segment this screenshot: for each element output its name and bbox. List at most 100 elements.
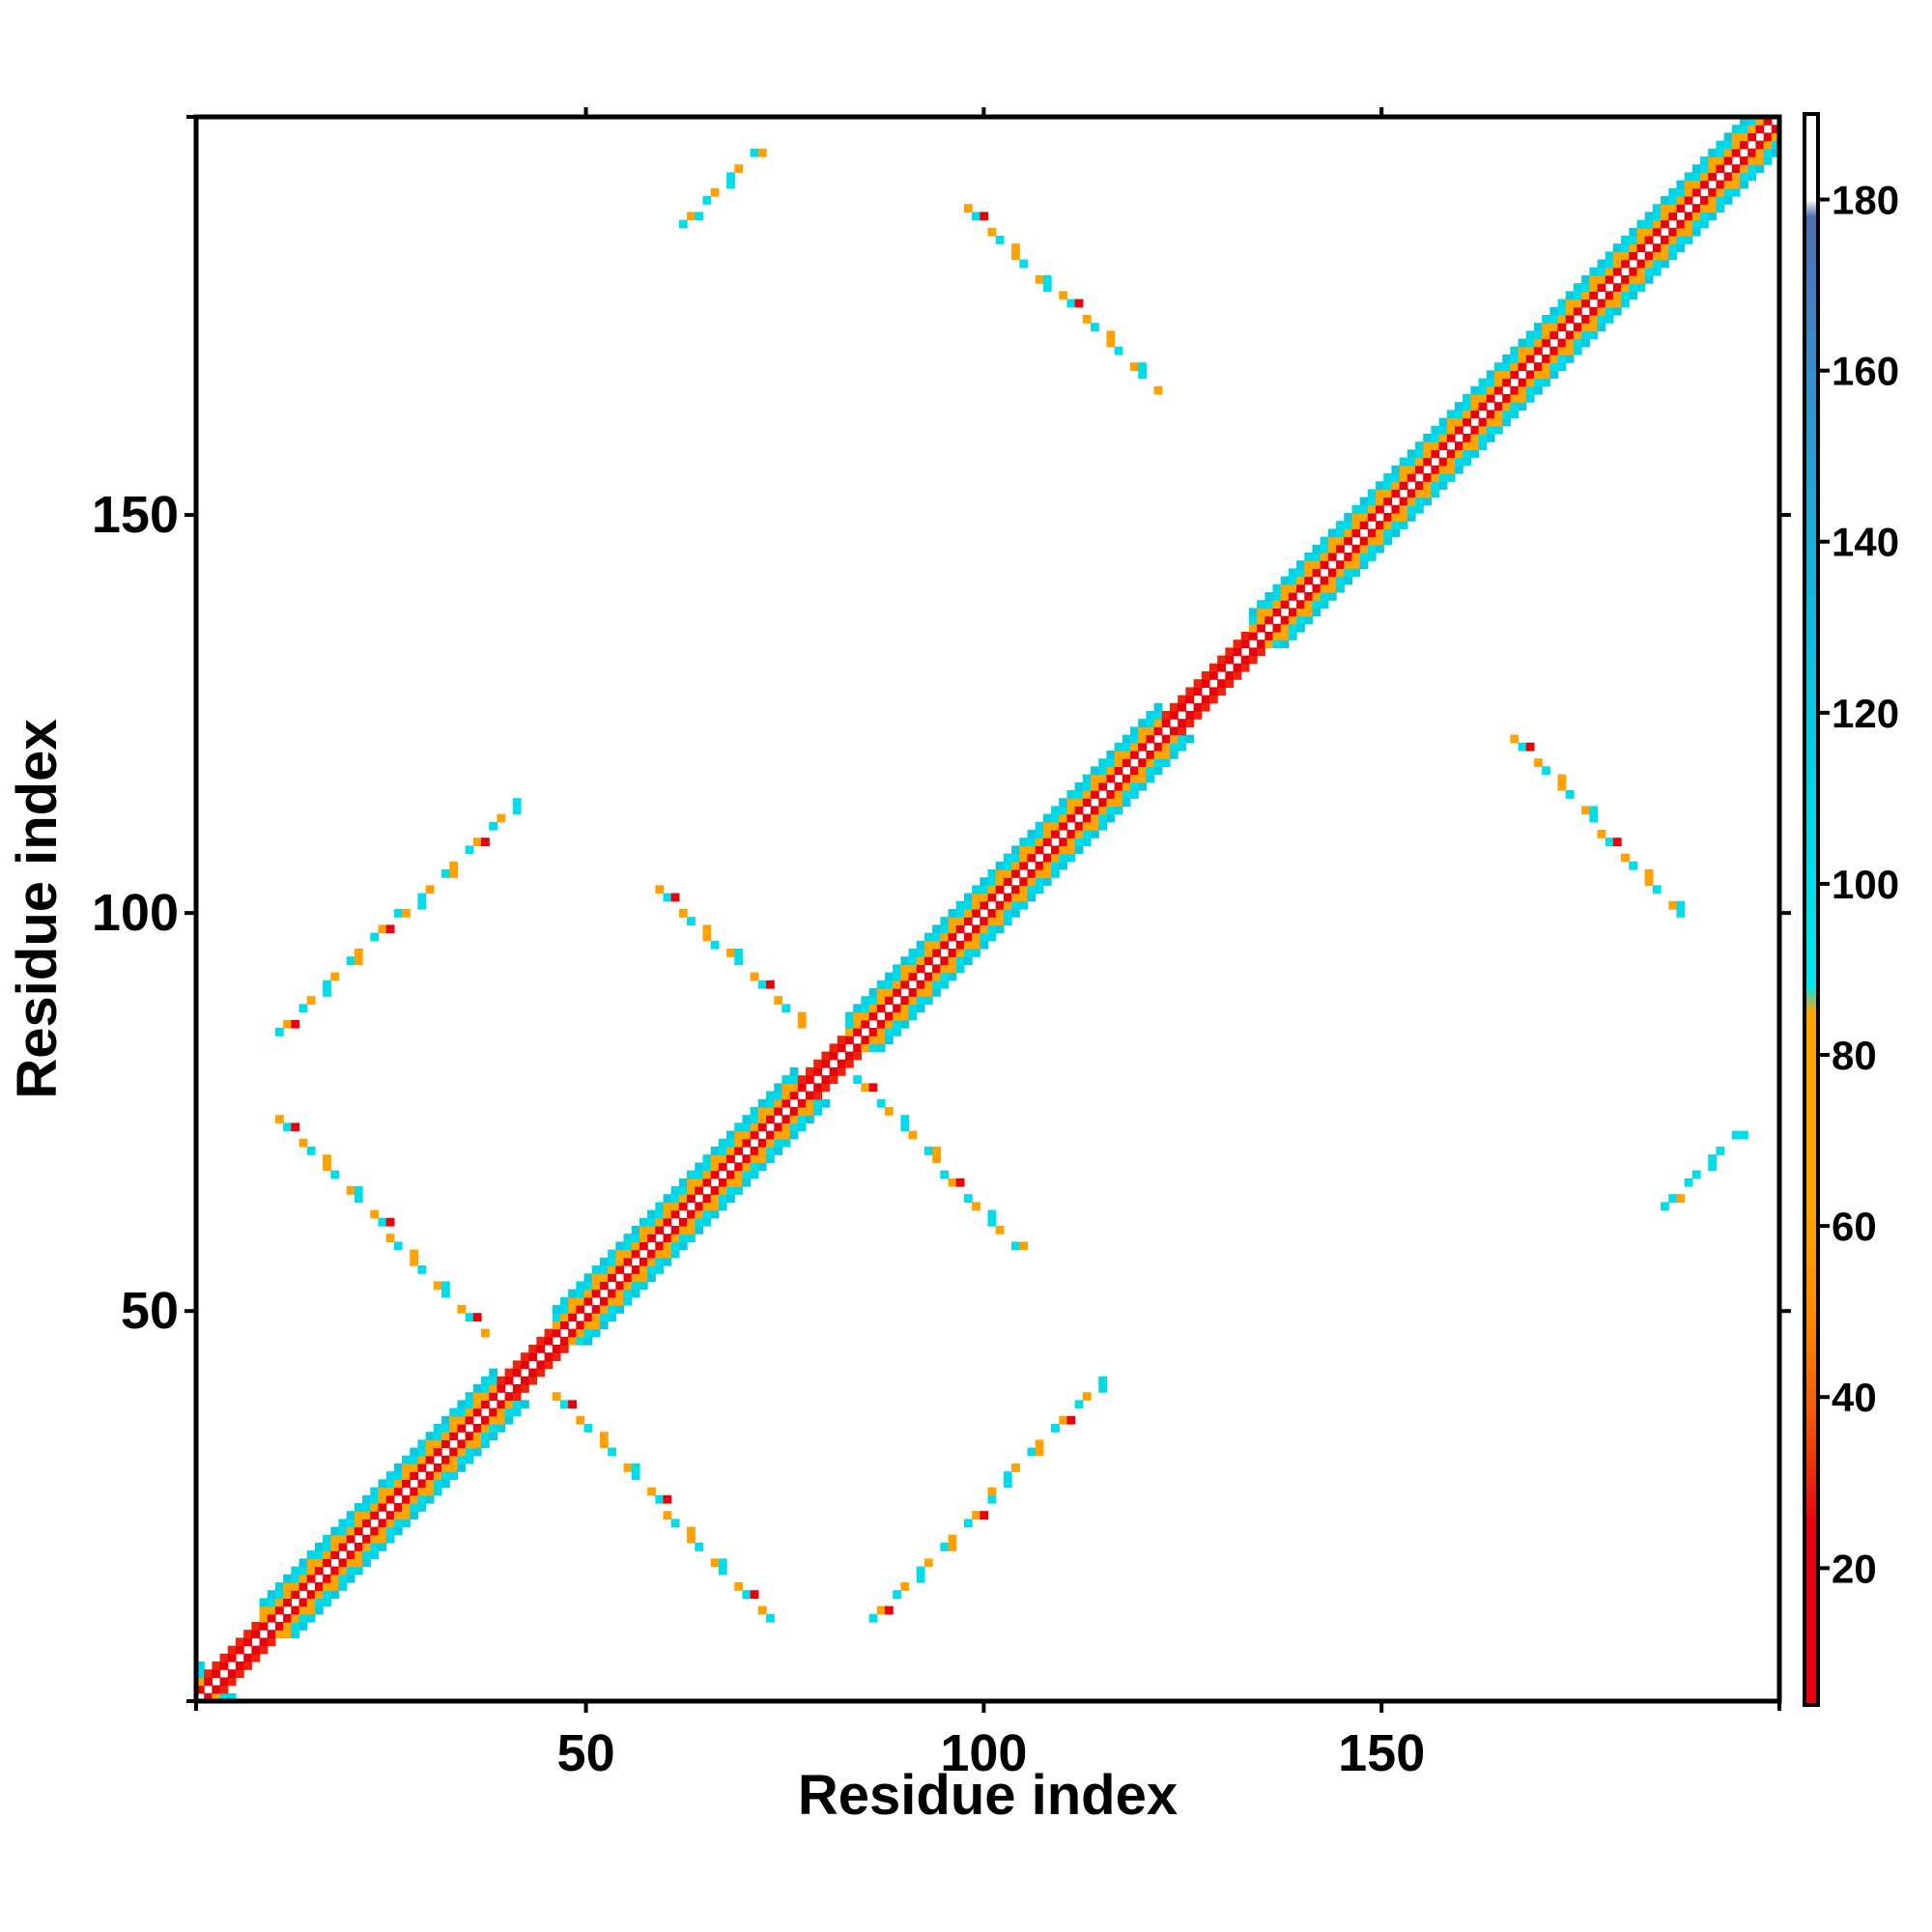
heatmap-cell bbox=[1581, 275, 1590, 284]
heatmap-cell bbox=[1106, 338, 1116, 348]
heatmap-cell bbox=[1280, 576, 1290, 585]
heatmap-cell bbox=[552, 1321, 561, 1330]
heatmap-cell bbox=[338, 1526, 348, 1536]
heatmap-cell bbox=[536, 1345, 546, 1353]
heatmap-cell bbox=[1042, 838, 1052, 846]
heatmap-cell bbox=[1367, 513, 1377, 522]
heatmap-cell bbox=[1542, 362, 1550, 371]
heatmap-cell bbox=[844, 1011, 854, 1021]
heatmap-cell bbox=[298, 1613, 308, 1623]
heatmap-cell bbox=[615, 1296, 625, 1306]
heatmap-cell bbox=[1723, 187, 1733, 197]
heatmap-cell bbox=[449, 861, 459, 870]
heatmap-cell bbox=[1327, 576, 1337, 585]
heatmap-cell bbox=[639, 1226, 648, 1235]
heatmap-cell bbox=[766, 1098, 775, 1108]
heatmap-cell bbox=[948, 972, 957, 981]
heatmap-cell bbox=[868, 1028, 878, 1037]
heatmap-cell bbox=[655, 1202, 665, 1211]
heatmap-cell bbox=[1676, 900, 1686, 910]
heatmap-cell bbox=[742, 1170, 752, 1179]
heatmap-cell bbox=[362, 1519, 371, 1528]
heatmap-cell bbox=[1122, 798, 1131, 807]
heatmap-cell bbox=[1280, 592, 1290, 601]
heatmap-cell bbox=[472, 1439, 482, 1449]
heatmap-cell bbox=[1130, 362, 1139, 371]
heatmap-cell bbox=[908, 988, 918, 997]
heatmap-cell bbox=[323, 988, 331, 997]
heatmap-cell bbox=[298, 1138, 308, 1148]
heatmap-cell bbox=[1629, 251, 1638, 261]
heatmap-cell bbox=[410, 1249, 419, 1259]
heatmap-cell bbox=[663, 1194, 672, 1203]
heatmap-cell bbox=[576, 1328, 585, 1338]
heatmap-cell bbox=[955, 909, 965, 918]
heatmap-cell bbox=[1423, 497, 1433, 506]
heatmap-cell bbox=[1169, 742, 1179, 752]
heatmap-cell bbox=[481, 1392, 490, 1401]
heatmap-cell bbox=[702, 196, 712, 205]
heatmap-cell bbox=[1233, 671, 1242, 680]
heatmap-cell bbox=[868, 1083, 878, 1093]
heatmap-cell bbox=[1161, 758, 1171, 767]
heatmap-cell bbox=[267, 1605, 276, 1615]
heatmap-cell bbox=[243, 1637, 252, 1647]
heatmap-cell bbox=[291, 1019, 300, 1029]
heatmap-cell bbox=[1138, 719, 1147, 727]
heatmap-cell bbox=[1391, 504, 1401, 514]
heatmap-cell bbox=[726, 1130, 735, 1140]
heatmap-cell bbox=[1042, 275, 1052, 284]
heatmap-cell bbox=[1146, 758, 1155, 767]
heatmap-cell bbox=[678, 1178, 688, 1187]
heatmap-cell bbox=[806, 1098, 814, 1108]
heatmap-cell bbox=[1747, 156, 1757, 165]
heatmap-cell bbox=[1248, 647, 1258, 657]
heatmap-cell bbox=[481, 1415, 490, 1425]
heatmap-cell bbox=[766, 1613, 775, 1623]
heatmap-cell bbox=[1755, 148, 1765, 157]
heatmap-cell bbox=[1755, 125, 1765, 133]
heatmap-cell bbox=[647, 1217, 656, 1227]
heatmap-cell bbox=[1731, 148, 1741, 157]
heatmap-cell bbox=[227, 1692, 237, 1702]
heatmap-cell bbox=[1019, 259, 1029, 269]
heatmap-cell bbox=[766, 1154, 775, 1163]
heatmap-cell bbox=[235, 1645, 244, 1655]
heatmap-cell bbox=[1612, 267, 1622, 276]
heatmap-cell bbox=[1011, 900, 1020, 910]
heatmap-cell bbox=[472, 1424, 482, 1433]
heatmap-cell bbox=[1035, 861, 1044, 870]
heatmap-cell bbox=[1525, 330, 1535, 340]
heatmap-cell bbox=[639, 1265, 648, 1274]
heatmap-cell bbox=[687, 917, 696, 925]
heatmap-cell bbox=[378, 1217, 387, 1227]
heatmap-cell bbox=[410, 1503, 419, 1512]
heatmap-cell bbox=[1644, 259, 1654, 269]
heatmap-cell bbox=[695, 212, 704, 221]
heatmap-cell bbox=[1470, 402, 1480, 411]
heatmap-cell bbox=[314, 1590, 324, 1599]
heatmap-cell bbox=[955, 1178, 965, 1187]
heatmap-cell bbox=[393, 909, 403, 918]
heatmap-cell bbox=[1438, 473, 1448, 482]
heatmap-cell bbox=[1066, 798, 1076, 807]
heatmap-cell bbox=[306, 1590, 316, 1599]
heatmap-cell bbox=[1438, 465, 1448, 474]
heatmap-cell bbox=[1542, 370, 1550, 380]
heatmap-cell bbox=[417, 1479, 427, 1489]
heatmap-cell bbox=[1074, 798, 1084, 807]
heatmap-cell bbox=[1723, 148, 1733, 157]
heatmap-cell bbox=[663, 1202, 672, 1211]
heatmap-cell bbox=[1763, 117, 1773, 126]
heatmap-cell bbox=[1082, 774, 1092, 783]
heatmap-cell bbox=[1668, 243, 1678, 252]
heatmap-cell bbox=[1446, 425, 1456, 435]
heatmap-cell bbox=[1676, 196, 1686, 205]
heatmap-cell bbox=[940, 980, 950, 989]
heatmap-cell bbox=[417, 1439, 427, 1449]
heatmap-cell bbox=[837, 1036, 846, 1044]
heatmap-cell bbox=[955, 900, 965, 910]
heatmap-cell bbox=[559, 1305, 569, 1314]
heatmap-cell bbox=[1027, 853, 1037, 863]
heatmap-cell bbox=[987, 917, 997, 925]
